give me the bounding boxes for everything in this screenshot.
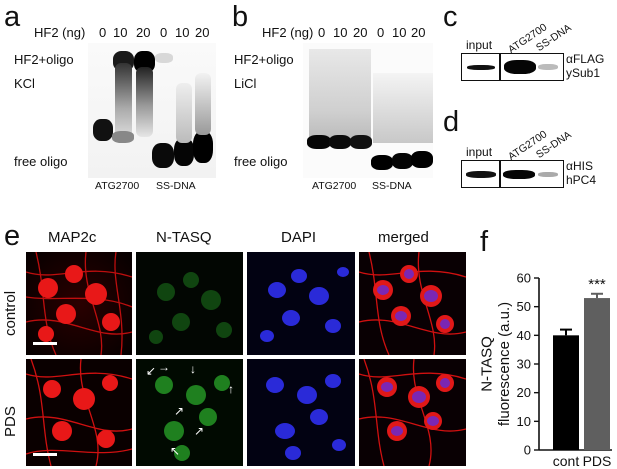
lane-group-ssdna-b: SS-DNA <box>372 180 412 192</box>
row-label-pds: PDS <box>2 406 19 437</box>
y-tick-label: 30 <box>517 357 531 372</box>
y-tick-label: 40 <box>517 328 531 343</box>
western-blot-c <box>461 53 564 81</box>
free-oligo-label-a: free oligo <box>14 154 68 169</box>
western-blot-d <box>461 160 564 188</box>
panel-letter-a: a <box>4 1 21 33</box>
arrow-icon: ↗ <box>174 404 185 418</box>
lane-group-atg2700-a: ATG2700 <box>95 180 140 192</box>
bar-pds <box>584 298 610 450</box>
bar-chart-f: 0 10 20 30 40 50 60 N-TASQfluorescence (a.u.) co… <box>479 271 612 469</box>
dose-label: 10 <box>113 25 128 40</box>
antibody-label-d: αHIS <box>566 159 593 173</box>
dose-label: 20 <box>195 25 210 40</box>
arrow-icon: ↗ <box>194 424 205 438</box>
free-oligo-label-b: free oligo <box>234 154 288 169</box>
panel-letter-c: c <box>443 1 458 33</box>
micrograph-pds-merged <box>359 359 466 466</box>
column-header-map2c: MAP2c <box>48 229 97 246</box>
antibody-label-c: αFLAG <box>566 52 605 66</box>
panel-letter-d: d <box>443 106 460 138</box>
emsa-gel-b <box>303 43 433 178</box>
lane-input-c: input <box>466 38 493 52</box>
y-tick-label: 20 <box>517 385 531 400</box>
complex-label-a: HF2+oligo <box>14 52 74 67</box>
hf2-label-a: HF2 (ng) <box>34 25 86 40</box>
lane-group-atg2700-b: ATG2700 <box>312 180 357 192</box>
protein-label-d: hPC4 <box>566 173 597 187</box>
y-tick-label: 50 <box>517 299 531 314</box>
micrograph-pds-map2c <box>26 359 132 466</box>
complex-label-b: HF2+oligo <box>234 52 294 67</box>
dose-label: 20 <box>136 25 151 40</box>
arrow-icon: ↑ <box>228 382 234 396</box>
y-tick-label: 10 <box>517 414 531 429</box>
dose-label: 0 <box>99 25 107 40</box>
protein-label-c: ySub1 <box>566 66 601 80</box>
arrow-icon: ↙ <box>146 364 157 378</box>
salt-label-a: KCl <box>14 76 35 91</box>
column-header-merged: merged <box>378 229 429 246</box>
micrograph-control-merged <box>359 252 466 355</box>
micrograph-control-map2c <box>26 252 132 355</box>
micrograph-pds-ntasq: ↙ → ↓ ↑ ↗ ↗ ↖ <box>136 359 243 466</box>
column-header-dapi: DAPI <box>281 229 317 246</box>
row-label-control: control <box>2 290 19 336</box>
dose-label: 20 <box>353 25 368 40</box>
dose-label: 10 <box>333 25 348 40</box>
dose-label: 10 <box>392 25 407 40</box>
panel-letter-e: e <box>4 220 21 252</box>
arrow-icon: → <box>158 360 170 374</box>
column-header-ntasq: N-TASQ <box>156 229 212 246</box>
y-tick-label: 60 <box>517 271 531 286</box>
panel-letter-f: f <box>480 226 489 258</box>
dose-label: 0 <box>318 25 326 40</box>
hf2-label-b: HF2 (ng) <box>262 25 314 40</box>
lane-input-d: input <box>466 145 493 159</box>
y-tick-label: 0 <box>524 443 531 458</box>
micrograph-control-dapi <box>247 252 355 355</box>
x-tick-label: PDS <box>583 453 612 469</box>
salt-label-b: LiCl <box>234 76 257 91</box>
micrograph-control-ntasq <box>136 252 243 355</box>
y-axis-label: N-TASQfluorescence (a.u.) <box>479 302 513 426</box>
panel-letter-b: b <box>232 1 249 33</box>
lane-group-ssdna-a: SS-DNA <box>156 180 196 192</box>
dose-label: 20 <box>411 25 426 40</box>
emsa-gel-a <box>88 43 216 178</box>
dose-label: 10 <box>175 25 190 40</box>
significance-label: *** <box>588 276 606 293</box>
micrograph-pds-dapi <box>247 359 355 466</box>
dose-label: 0 <box>160 25 168 40</box>
arrow-icon: ↖ <box>170 444 181 458</box>
dose-label: 0 <box>377 25 385 40</box>
bar-cont <box>553 335 579 450</box>
arrow-icon: ↓ <box>190 362 196 376</box>
x-tick-label: cont <box>553 453 580 469</box>
